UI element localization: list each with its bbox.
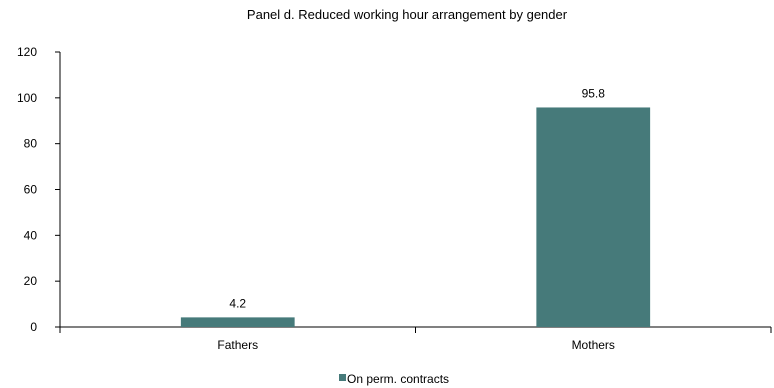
data-label: 4.2 xyxy=(229,296,246,310)
y-tick-label: 80 xyxy=(24,137,38,151)
x-axis: Fathers Mothers xyxy=(59,326,772,352)
bar xyxy=(536,107,651,327)
y-tick-label: 120 xyxy=(17,45,37,59)
y-tick-label: 60 xyxy=(24,183,38,197)
x-tick-label: Fathers xyxy=(217,338,258,352)
y-tick-label: 40 xyxy=(24,228,38,242)
legend: On perm. contracts xyxy=(339,372,449,386)
data-label: 95.8 xyxy=(582,86,606,100)
y-axis: 0 20 40 60 80 100 120 xyxy=(17,45,61,334)
y-tick-label: 100 xyxy=(17,91,37,105)
bars xyxy=(180,107,651,327)
legend-swatch xyxy=(339,374,346,381)
bar xyxy=(180,317,295,327)
legend-label: On perm. contracts xyxy=(347,372,449,386)
chart-title: Panel d. Reduced working hour arrangemen… xyxy=(247,7,568,22)
y-tick-label: 20 xyxy=(24,274,38,288)
x-tick-label: Mothers xyxy=(572,338,615,352)
y-tick-label: 0 xyxy=(30,320,37,334)
data-labels: 4.2 95.8 xyxy=(229,86,605,310)
